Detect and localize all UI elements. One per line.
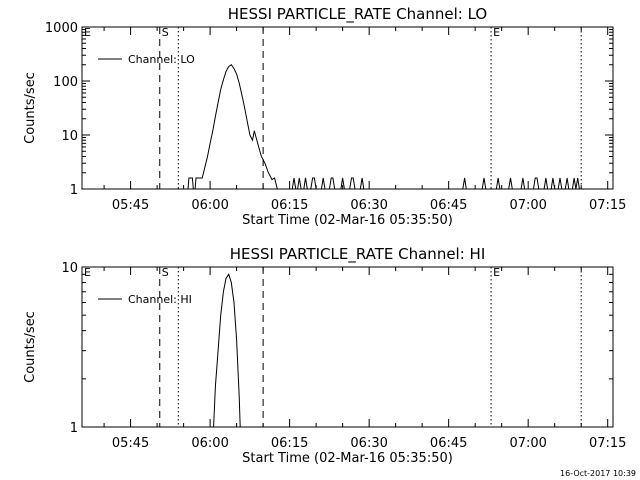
x-tick-label: 05:45 (112, 198, 149, 213)
generation-timestamp: 16-Oct-2017 10:39 (560, 469, 636, 478)
x-axis-label: Start Time (02-Mar-16 05:35:50) (242, 451, 453, 466)
y-tick-label: 1 (70, 421, 78, 436)
chart-title: HESSI PARTICLE_RATE Channel: HI (230, 245, 486, 264)
x-tick-label: 06:00 (191, 436, 228, 451)
x-tick-label: 07:15 (589, 198, 626, 213)
y-axis-label: Counts/sec (23, 311, 38, 383)
x-tick-label: 05:45 (112, 436, 149, 451)
event-marker-label: E (493, 26, 500, 39)
event-marker-label: E (84, 266, 91, 279)
y-tick-label: 1000 (45, 21, 78, 36)
hi-channel-panel: HESSI PARTICLE_RATE Channel: HI 05:45 06:0… (23, 245, 626, 466)
y-tick-label: 100 (53, 75, 78, 90)
chart-title: HESSI PARTICLE_RATE Channel: LO (228, 5, 487, 24)
event-marker-label: S (162, 266, 169, 279)
x-tick-label: 06:00 (191, 198, 228, 213)
x-tick-label: 06:15 (271, 198, 308, 213)
event-marker-label: E (493, 266, 500, 279)
x-tick-label: 06:45 (430, 436, 467, 451)
x-tick-label: 06:15 (271, 436, 308, 451)
y-axis-label: Counts/sec (23, 72, 38, 144)
series-line (213, 273, 241, 428)
x-tick-label: 06:30 (350, 198, 387, 213)
event-marker-label: S (162, 26, 169, 39)
y-tick-label: 10 (61, 261, 78, 276)
x-axis-label: Start Time (02-Mar-16 05:35:50) (242, 213, 453, 228)
lo-channel-panel: HESSI PARTICLE_RATE Channel: LO 05:45 06:0… (23, 5, 626, 228)
plot-frame (81, 26, 614, 190)
x-tick-label: 06:45 (430, 198, 467, 213)
legend-entry: Channel: LO (128, 53, 195, 66)
plot-frame (81, 266, 614, 428)
x-tick-label: 07:15 (589, 436, 626, 451)
x-tick-label: 07:00 (509, 198, 546, 213)
legend-entry: Channel: HI (128, 293, 192, 306)
x-tick-label: 07:00 (509, 436, 546, 451)
x-tick-label: 06:30 (350, 436, 387, 451)
y-tick-label: 10 (61, 129, 78, 144)
event-marker-label: E (84, 26, 91, 39)
series-line (187, 63, 580, 190)
y-tick-label: 1 (70, 183, 78, 198)
